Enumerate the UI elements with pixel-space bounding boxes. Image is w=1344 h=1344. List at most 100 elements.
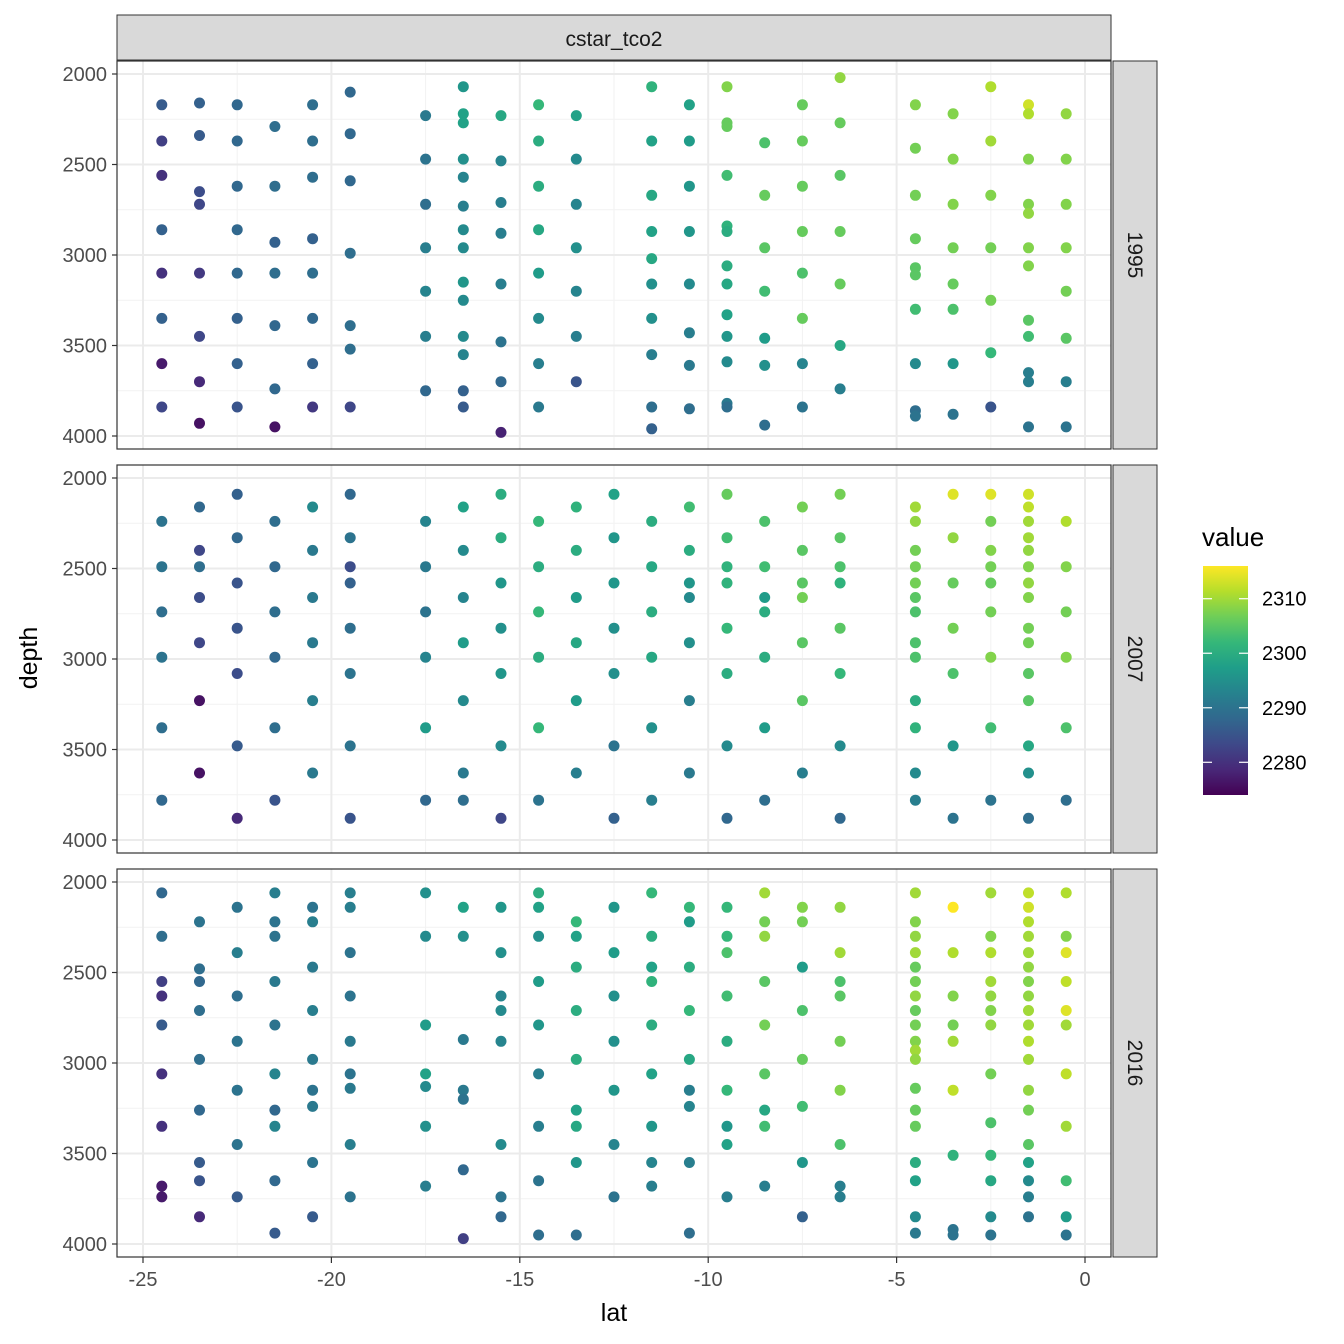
data-point: [1060, 515, 1072, 527]
data-point: [683, 592, 695, 603]
y-tick-label: 2000: [63, 468, 108, 490]
data-point: [985, 561, 997, 573]
legend-colorbar: [1203, 566, 1248, 795]
data-point: [834, 169, 846, 181]
data-point: [759, 930, 771, 942]
data-point: [646, 226, 658, 237]
data-point: [759, 1120, 771, 1132]
data-point: [834, 976, 846, 987]
data-point: [194, 501, 205, 513]
data-point: [721, 260, 733, 272]
data-point: [834, 561, 846, 573]
data-point: [1023, 421, 1034, 433]
data-point: [683, 278, 695, 290]
data-point: [307, 1100, 319, 1112]
data-point: [1023, 314, 1034, 326]
data-point: [909, 722, 921, 734]
data-point: [495, 901, 507, 913]
data-point: [646, 930, 658, 942]
data-point: [796, 916, 808, 928]
data-point: [608, 532, 620, 544]
data-point: [909, 916, 921, 928]
data-point: [307, 961, 319, 973]
data-point: [344, 175, 356, 187]
data-point: [269, 606, 281, 618]
data-point: [533, 224, 545, 236]
data-point: [1023, 961, 1034, 973]
data-point: [796, 501, 808, 513]
data-point: [834, 532, 846, 544]
data-point: [1023, 1035, 1034, 1047]
data-point: [495, 155, 507, 167]
data-point: [194, 695, 205, 707]
data-point: [834, 901, 846, 913]
data-point: [909, 544, 921, 556]
data-point: [457, 294, 469, 306]
data-point: [533, 312, 545, 324]
data-point: [533, 722, 545, 734]
data-point: [495, 1005, 507, 1016]
data-point: [269, 1019, 281, 1031]
data-point: [834, 1180, 846, 1192]
data-point: [533, 358, 545, 370]
data-point: [231, 740, 243, 752]
data-point: [909, 1227, 921, 1239]
data-point: [533, 1175, 545, 1187]
data-point: [231, 99, 243, 111]
data-point: [194, 130, 205, 141]
data-point: [420, 110, 432, 122]
data-point: [985, 887, 997, 899]
data-point: [1023, 515, 1034, 527]
facet-strip-2007: 2007: [1112, 464, 1158, 854]
data-point: [985, 488, 997, 500]
data-point: [1060, 421, 1072, 433]
data-point: [344, 247, 356, 259]
data-point: [1023, 207, 1034, 219]
data-point: [156, 794, 168, 806]
data-point: [156, 169, 168, 181]
data-point: [457, 901, 469, 913]
data-point: [796, 1100, 808, 1112]
data-point: [909, 651, 921, 663]
data-point: [721, 226, 733, 237]
data-point: [646, 1120, 658, 1132]
data-point: [646, 887, 658, 899]
data-point: [985, 347, 997, 359]
data-point: [307, 267, 319, 279]
data-point: [909, 501, 921, 513]
data-point: [307, 544, 319, 556]
data-point: [269, 1104, 281, 1116]
data-point: [1023, 1005, 1034, 1016]
data-point: [156, 887, 168, 899]
data-point: [985, 1149, 997, 1161]
data-point: [1023, 901, 1034, 913]
data-point: [194, 1053, 205, 1065]
data-point: [420, 722, 432, 734]
data-point: [570, 1120, 582, 1132]
data-point: [495, 1191, 507, 1203]
x-tick-label: -20: [317, 1269, 346, 1291]
data-point: [194, 544, 205, 556]
data-point: [194, 1175, 205, 1187]
data-point: [231, 267, 243, 279]
data-point: [570, 1104, 582, 1116]
data-point: [495, 947, 507, 959]
data-point: [796, 1157, 808, 1168]
data-point: [646, 189, 658, 201]
data-point: [533, 1120, 545, 1132]
data-point: [721, 401, 733, 413]
data-point: [909, 1005, 921, 1016]
x-tick-label: -5: [888, 1269, 906, 1291]
data-point: [194, 592, 205, 603]
data-point: [985, 401, 997, 413]
data-point: [909, 695, 921, 707]
data-point: [344, 622, 356, 634]
data-point: [683, 501, 695, 513]
data-point: [344, 1139, 356, 1150]
data-point: [721, 81, 733, 93]
data-point: [570, 501, 582, 513]
data-point: [533, 901, 545, 913]
data-point: [985, 1211, 997, 1223]
data-point: [307, 1211, 319, 1223]
data-point: [269, 236, 281, 248]
